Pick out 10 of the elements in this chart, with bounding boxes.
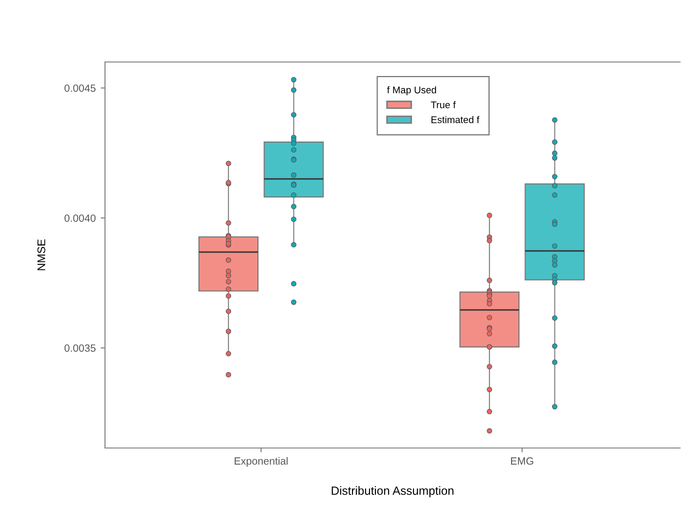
- y-tick-label: 0.0040: [64, 214, 96, 222]
- legend-label: True f: [430, 101, 456, 108]
- legend-label: Estimated f: [432, 116, 480, 124]
- y-axis-title: NMSE: [37, 239, 46, 270]
- y-tick-label: 0.0045: [64, 84, 96, 92]
- x-tick-label: EMG: [511, 457, 534, 465]
- y-tick-label: 0.0035: [64, 344, 96, 352]
- x-tick-label: Exponential: [234, 457, 288, 467]
- legend-title: f Map Used: [387, 86, 436, 96]
- x-axis-title: Distribution Assumption: [332, 486, 454, 498]
